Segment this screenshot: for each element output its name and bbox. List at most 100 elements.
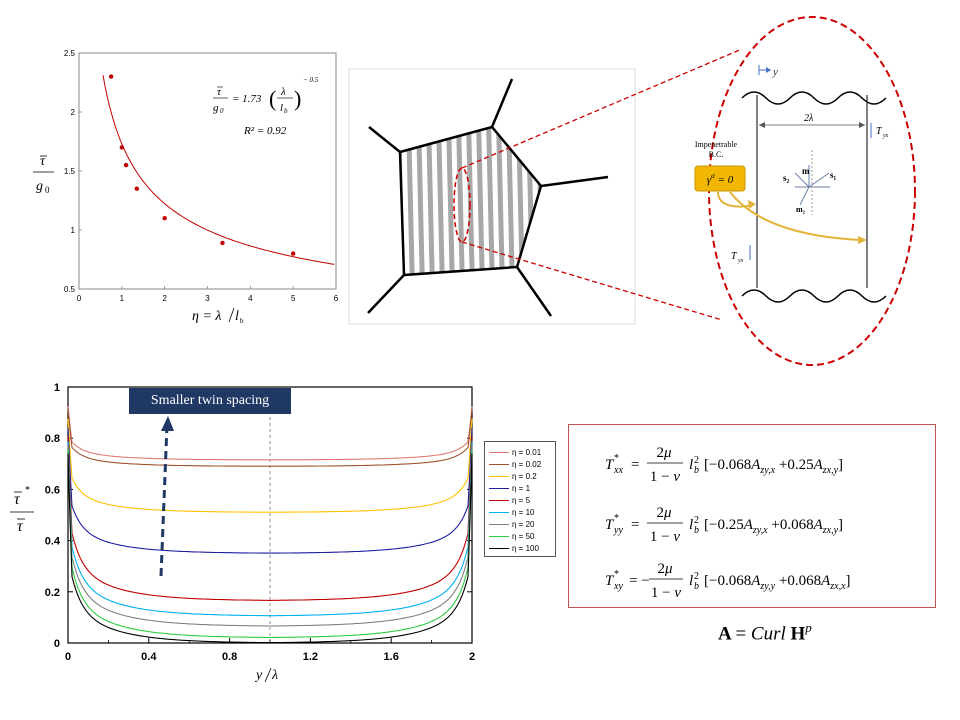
twin-stripe [436, 127, 445, 275]
legend-swatch [489, 536, 509, 538]
line-series-path [67, 436, 473, 601]
legend-item: η = 0.01 [489, 448, 541, 458]
scatter-point [134, 186, 140, 191]
wavy-bottom [741, 289, 887, 303]
svg-text:[−0.068Azy,y +0.068Azx,x]: [−0.068Azy,y +0.068Azx,x] [704, 573, 851, 592]
svg-text:τ: τ [17, 518, 24, 535]
svg-text:b: b [694, 465, 699, 476]
svg-text:b: b [240, 317, 244, 325]
line-series-path [67, 427, 473, 554]
svg-text:(: ( [269, 86, 276, 111]
scatter-ticks: 0 1 2 3 4 5 6 0.5 1 1.5 2 2.5 [64, 49, 339, 303]
scatter-point [108, 74, 114, 79]
svg-text:T: T [605, 457, 615, 473]
vector-m-label: m [802, 166, 810, 176]
legend-label: η = 100 [512, 544, 539, 553]
twin-stripe [406, 127, 415, 275]
traction-bottom-label: T [731, 251, 738, 262]
svg-text:B.C.: B.C. [709, 150, 724, 159]
scatter-x-tick: 1 [120, 294, 125, 303]
twin-stripe [516, 127, 525, 275]
svg-text:λ: λ [271, 668, 278, 683]
line-y-tick: 0.8 [45, 433, 60, 445]
legend-swatch [489, 512, 509, 514]
line-series [67, 406, 473, 644]
line-x-tick: 2 [469, 651, 475, 663]
svg-text:2μ: 2μ [657, 561, 673, 577]
legend-label: η = 0.01 [512, 448, 542, 457]
svg-text:− 0.5: − 0.5 [303, 76, 319, 84]
svg-text:λ: λ [280, 86, 286, 98]
svg-text:*: * [614, 453, 619, 464]
line-x-tick: 0.8 [222, 651, 237, 663]
svg-text:2μ: 2μ [656, 505, 672, 521]
line-xlabel: y λ [254, 667, 278, 683]
line-series-path [67, 449, 473, 639]
legend-label: η = 0.2 [512, 472, 537, 481]
line-series-path [67, 445, 473, 627]
legend-label: η = 1 [512, 484, 531, 493]
zoom-ellipse-large [708, 16, 916, 366]
scatter-x-tick: 0 [77, 294, 82, 303]
legend-item: η = 10 [489, 508, 534, 518]
svg-text:l: l [689, 517, 693, 533]
legend-label: η = 0.02 [512, 460, 542, 469]
svg-text:l: l [689, 457, 693, 473]
twin-stripe [486, 127, 495, 275]
svg-text:0: 0 [220, 107, 224, 115]
legend-swatch [489, 548, 509, 550]
svg-text:R² = 0.92: R² = 0.92 [243, 125, 287, 137]
svg-text:0: 0 [45, 185, 50, 195]
traction-top-label: T [876, 126, 883, 137]
svg-text:= −: = − [629, 573, 650, 589]
legend-label: η = 10 [512, 508, 535, 517]
twin-stripe [476, 127, 485, 275]
svg-text:y: y [254, 668, 263, 683]
scatter-y-tick: 1.5 [64, 167, 76, 176]
line-y-tick: 1 [54, 382, 60, 394]
legend-swatch [489, 488, 509, 490]
vector-s2-label: s₂ [783, 173, 790, 183]
scatter-fit-curve [102, 75, 335, 265]
line-series-path [67, 453, 473, 644]
line-ticks: 0 0.4 0.8 1.2 1.6 2 0 0.2 0.4 0.6 0.8 1 [45, 382, 475, 663]
svg-text:*: * [614, 569, 619, 580]
scatter-point [220, 240, 225, 246]
svg-text:*: * [614, 513, 619, 524]
legend-item: η = 50 [489, 532, 534, 542]
svg-text:τ: τ [217, 86, 222, 98]
fit-equation: τ g 0 = 1.73 ( λ l b ) − 0.5 [213, 76, 319, 115]
legend-item: η = 1 [489, 484, 530, 494]
line-series-path [67, 418, 473, 513]
svg-text:τ: τ [14, 491, 21, 508]
svg-text:yx: yx [737, 258, 744, 264]
twin-stripe [546, 120, 555, 290]
scatter-plot-area [78, 52, 337, 290]
twin-stripe [526, 127, 535, 275]
line-series-path [67, 408, 473, 467]
scatter-point [162, 216, 167, 221]
r-squared: R² = 0.92 [243, 125, 287, 137]
zoom-line-top [461, 48, 743, 169]
legend-item: η = 0.2 [489, 472, 537, 482]
bc-arrow-left [717, 191, 753, 208]
svg-text:[−0.068Azy,x +0.25Azx,y]: [−0.068Azy,x +0.25Azx,y] [704, 457, 843, 476]
twin-stripe [536, 127, 541, 275]
vector-s1-label: s₁ [830, 170, 837, 180]
impenetrable-label: Impenetrable [695, 140, 738, 149]
twin-stripe [400, 127, 405, 275]
legend-item: η = 5 [489, 496, 530, 506]
legend-swatch [489, 452, 509, 454]
svg-text:T: T [605, 573, 615, 589]
grain-boundary-branches [367, 78, 609, 317]
scatter-point [119, 145, 125, 150]
scatter-x-tick: 5 [291, 294, 296, 303]
scatter-point [290, 251, 296, 256]
line-series-path [67, 441, 473, 617]
